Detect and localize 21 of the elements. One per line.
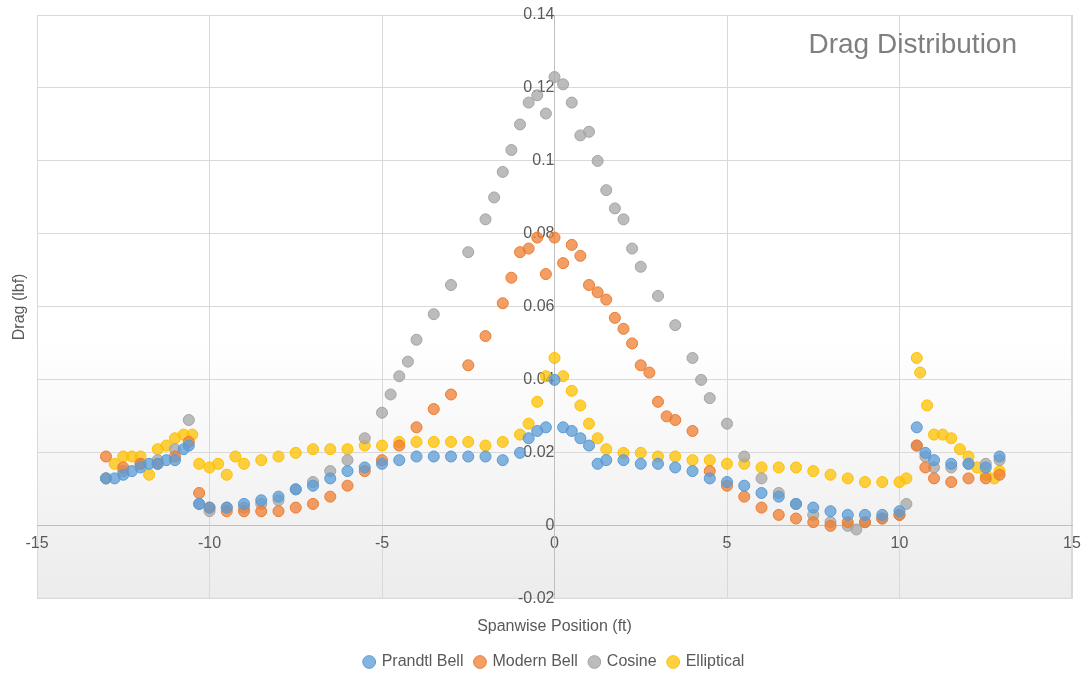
legend-label: Elliptical [685, 652, 745, 670]
y-tick-label: -0.02 [518, 589, 555, 607]
y-axis-title: Drag (lbf) [10, 273, 28, 341]
x-tick-label: 5 [722, 533, 732, 551]
text: Drag Distribution [808, 27, 1017, 59]
x-axis-title: Spanwise Position (ft) [477, 617, 632, 635]
y-tick-label: 0.14 [523, 5, 555, 23]
x-tick-label: -15 [25, 533, 49, 551]
legend-label: Prandtl Bell [381, 652, 464, 670]
x-tick-label: 10 [890, 533, 909, 551]
y-tick-label: 0.06 [523, 297, 555, 315]
y-tick-label: 0.12 [523, 78, 555, 96]
y-tick-label: 0 [545, 516, 555, 534]
y-tick-label: 0.08 [523, 224, 555, 242]
x-tick-label: -5 [374, 533, 390, 551]
x-tick-label: -10 [197, 533, 222, 551]
x-tick-label: 15 [1063, 533, 1081, 551]
y-tick-label: 0.02 [523, 443, 555, 461]
y-tick-label: 0.1 [532, 151, 555, 169]
legend-label: Modern Bell [492, 652, 578, 670]
legend-label: Cosine [606, 652, 657, 670]
